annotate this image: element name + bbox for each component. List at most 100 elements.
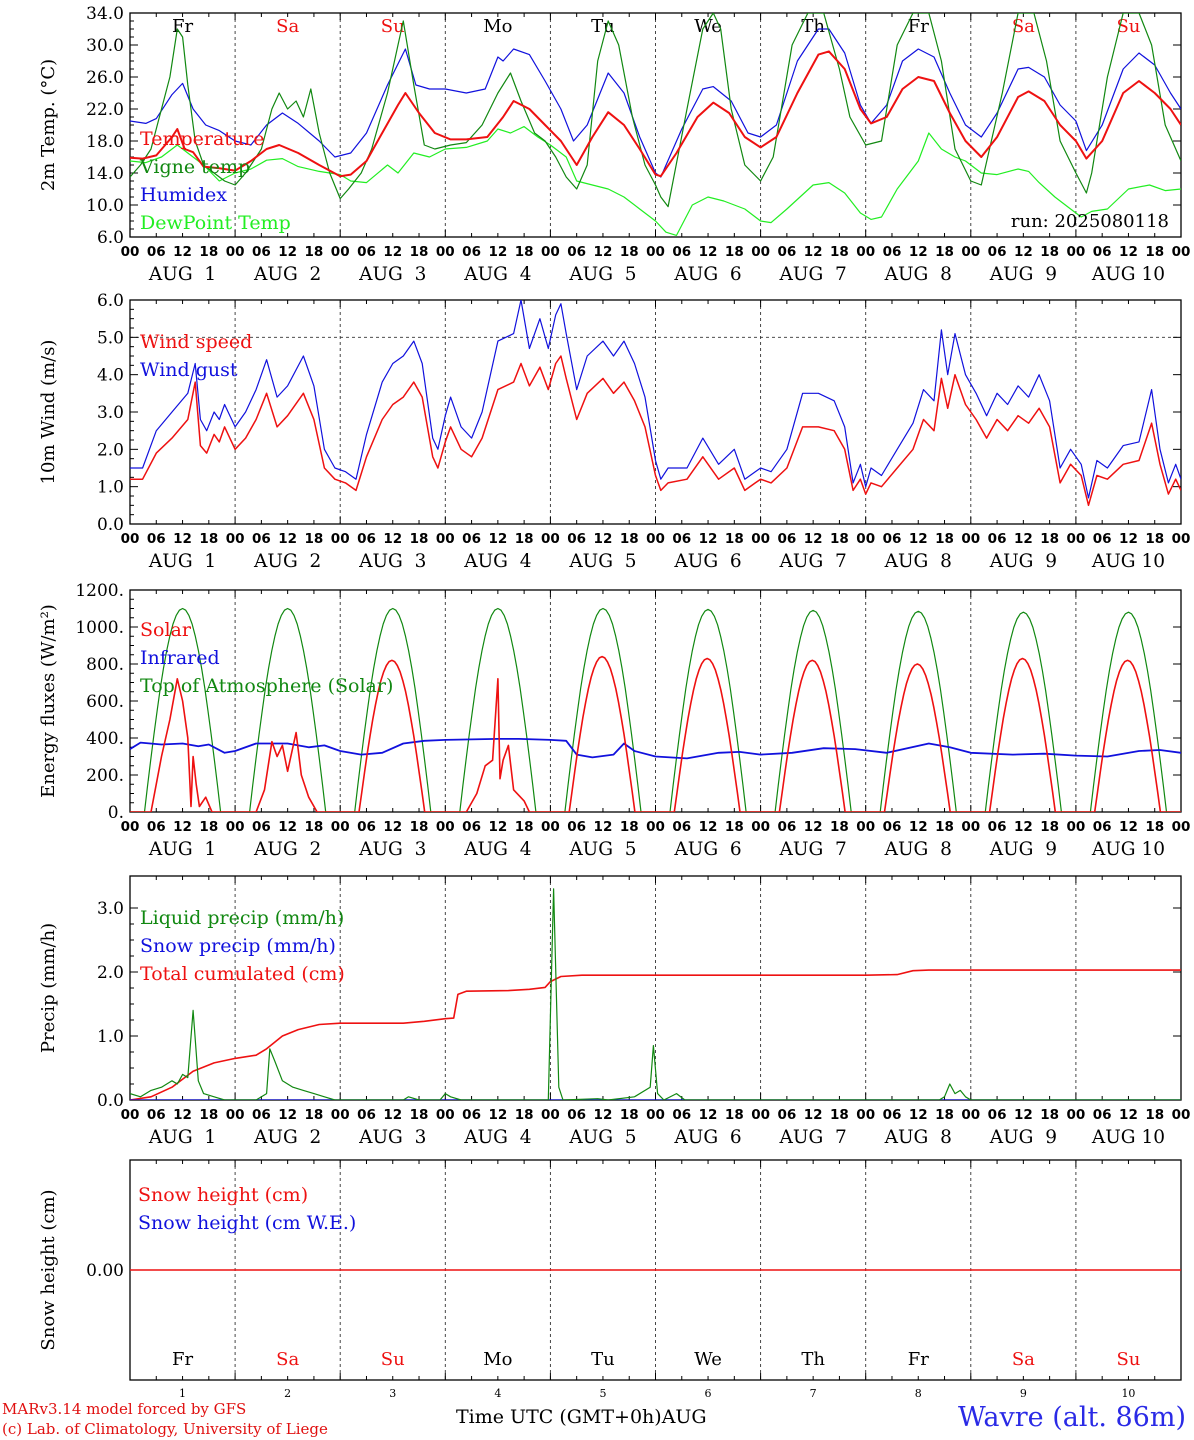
wind-hour-label: 06 — [357, 531, 376, 547]
wind-hour-label: 00 — [856, 531, 875, 547]
wind-hour-label: 00 — [1067, 531, 1086, 547]
precip-hour-label: 00 — [541, 1107, 560, 1123]
energy-date-label: AUG 9 — [989, 839, 1057, 860]
temperature-hour-label: 06 — [252, 244, 271, 260]
temperature-series-vigne-temp — [130, 13, 1181, 208]
wind-date-label: AUG 6 — [673, 551, 741, 572]
temperature-hour-label: 06 — [357, 244, 376, 260]
energy-hour-label: 06 — [252, 819, 271, 835]
temperature-hour-label: 12 — [699, 244, 718, 260]
energy-legend-entry: Top of Atmosphere (Solar) — [140, 675, 393, 697]
temperature-legend-entry: Humidex — [140, 184, 227, 206]
temperature-hour-label: 00 — [1172, 244, 1191, 260]
temperature-frame — [129, 12, 1182, 238]
temperature-hour-label: 00 — [751, 244, 770, 260]
precip-hour-label: 06 — [147, 1107, 166, 1123]
snow-weekday-label: Sa — [276, 1349, 299, 1370]
wind-series-wind-speed — [130, 355, 1181, 507]
energy-date-label: AUG 2 — [253, 839, 321, 860]
temperature-hour-label: 00 — [856, 244, 875, 260]
wind-hour-label: 18 — [305, 531, 324, 547]
panel-temperature: 6.0 10.0 14.0 18.0 22.0 26.0 30.0 34.0 2m Temp. … — [38, 4, 1190, 285]
wind-hour-label: 12 — [278, 531, 297, 547]
wind-date-label: AUG 2 — [253, 551, 321, 572]
precip-legend-entry: Total cumulated (cm) — [140, 963, 345, 985]
energy-hour-label: 18 — [515, 819, 534, 835]
temperature-hour-label: 18 — [305, 244, 324, 260]
temperature-date-label: AUG 2 — [253, 264, 321, 285]
temperature-ylabel: 2m Temp. (°C) — [38, 59, 59, 191]
energy-hour-label: 12 — [173, 819, 192, 835]
wind-ytick-label: 6.0 — [97, 291, 124, 311]
panel-snow: 0.00 Snow height (cm) Snow height (cm) Snow… — [38, 1159, 1182, 1400]
temperature-hour-label: 06 — [672, 244, 691, 260]
temperature-weekday-label: Fr — [908, 16, 929, 37]
temperature-weekday-label: Sa — [276, 16, 299, 37]
snow-weekday-label: Sa — [1012, 1349, 1035, 1370]
wind-hour-label: 00 — [961, 531, 980, 547]
energy-hour-label: 12 — [383, 819, 402, 835]
panel-wind: 0.0 1.0 2.0 3.0 4.0 5.0 6.0 10m Wind (m/s) 00 06 1… — [38, 291, 1190, 572]
energy-date-label: AUG 6 — [673, 839, 741, 860]
precip-hour-label: 00 — [646, 1107, 665, 1123]
energy-ytick-label: 1000. — [75, 618, 124, 638]
precip-hour-label: 00 — [856, 1107, 875, 1123]
wind-hour-label: 06 — [777, 531, 796, 547]
precip-hour-label: 12 — [488, 1107, 507, 1123]
wind-hour-label: 18 — [1040, 531, 1059, 547]
wind-hour-label: 06 — [1093, 531, 1112, 547]
wind-hour-label: 06 — [883, 531, 902, 547]
precip-legend-entry: Snow precip (mm/h) — [140, 935, 336, 957]
wind-hour-label: 12 — [909, 531, 928, 547]
temperature-hour-label: 12 — [278, 244, 297, 260]
precip-hour-label: 06 — [883, 1107, 902, 1123]
temperature-legend-entry: DewPoint Temp — [140, 212, 291, 234]
wind-series-wind-gust — [130, 300, 1181, 499]
energy-date-label: AUG 1 — [148, 839, 216, 860]
snow-day-number: 3 — [389, 1387, 396, 1400]
precip-hour-label: 00 — [121, 1107, 140, 1123]
snow-ytick-label: 0.00 — [86, 1261, 124, 1281]
temperature-weekday-label: Sa — [1012, 16, 1035, 37]
precip-hour-label: 18 — [305, 1107, 324, 1123]
temperature-hour-label: 00 — [331, 244, 350, 260]
energy-legend-entry: Solar — [140, 619, 192, 641]
precip-legend-entry: Liquid precip (mm/h) — [140, 907, 344, 929]
temperature-hour-label: 00 — [961, 244, 980, 260]
energy-hour-label: 12 — [909, 819, 928, 835]
snow-weekday-label: Su — [381, 1349, 405, 1370]
temperature-weekday-label: Th — [801, 16, 825, 37]
x-axis-month: AUG — [661, 1406, 707, 1428]
wind-hour-label: 06 — [252, 531, 271, 547]
temperature-hour-label: 18 — [410, 244, 429, 260]
temperature-date-label: AUG 5 — [568, 264, 636, 285]
energy-hour-label: 18 — [199, 819, 218, 835]
energy-date-label: AUG 7 — [779, 839, 847, 860]
energy-hour-label: 00 — [751, 819, 770, 835]
temperature-ytick-label: 30.0 — [86, 36, 124, 56]
energy-hour-label: 00 — [646, 819, 665, 835]
precip-hour-label: 06 — [1093, 1107, 1112, 1123]
precip-ytick-label: 0.0 — [97, 1091, 124, 1111]
snow-weekday-label: Fr — [908, 1349, 929, 1370]
temperature-hour-label: 18 — [199, 244, 218, 260]
energy-hour-label: 06 — [883, 819, 902, 835]
energy-hour-label: 18 — [1145, 819, 1164, 835]
snow-weekday-label: We — [694, 1349, 722, 1370]
wind-hour-label: 06 — [672, 531, 691, 547]
precip-hour-label: 00 — [751, 1107, 770, 1123]
energy-hour-label: 00 — [121, 819, 140, 835]
temperature-hour-label: 18 — [935, 244, 954, 260]
temperature-date-label: AUG 1 — [148, 264, 216, 285]
temperature-hour-label: 00 — [436, 244, 455, 260]
energy-hour-label: 00 — [856, 819, 875, 835]
temperature-hour-label: 12 — [804, 244, 823, 260]
energy-hour-label: 12 — [699, 819, 718, 835]
temperature-hour-label: 06 — [988, 244, 1007, 260]
temperature-weekday-label: Su — [1116, 16, 1140, 37]
precip-date-label: AUG 10 — [1091, 1127, 1165, 1148]
temperature-hour-label: 12 — [488, 244, 507, 260]
wind-hour-label: 00 — [121, 531, 140, 547]
precip-hour-label: 18 — [725, 1107, 744, 1123]
energy-date-label: AUG 4 — [463, 839, 531, 860]
